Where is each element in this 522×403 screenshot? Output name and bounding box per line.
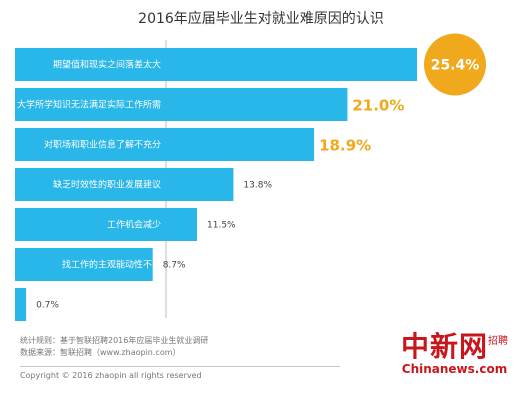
bar-6 xyxy=(15,288,27,321)
value-label-2: 18.9% xyxy=(319,137,371,155)
category-label-6: 其他 xyxy=(143,299,161,311)
category-label-3: 缺乏时效性的职业发展建议 xyxy=(53,179,161,191)
value-label-6: 0.7% xyxy=(36,301,59,311)
value-label-0: 25.4% xyxy=(431,58,480,74)
category-label-4: 工作机会减少 xyxy=(107,219,161,231)
data-source: 数据来源：智联招聘（www.zhaopin.com） xyxy=(20,348,181,357)
watermark-main: 中新网 xyxy=(400,330,488,363)
watermark-logo: 中新网招聘 Chinanews.com xyxy=(400,330,508,377)
chart-title: 2016年应届毕业生对就业难原因的认识 xyxy=(138,11,384,27)
value-label-3: 13.8% xyxy=(243,181,272,191)
bar-4 xyxy=(15,208,197,241)
watermark-domain: Chinanews.com xyxy=(401,362,508,376)
value-label-5: 8.7% xyxy=(163,261,186,271)
category-label-0: 期望值和现实之间落差太大 xyxy=(53,59,161,71)
bar-3 xyxy=(15,168,234,201)
value-badge-0 xyxy=(424,33,486,96)
source-note: 统计规则：基于智联招聘2016年应届毕业生就业调研 xyxy=(20,336,209,345)
category-label-2: 对职场和职业信息了解不充分 xyxy=(44,139,161,151)
copyright: Copyright © 2016 zhaopin all rights rese… xyxy=(20,371,202,380)
value-label-1: 21.0% xyxy=(352,97,404,115)
bar-1 xyxy=(15,88,348,121)
value-label-4: 11.5% xyxy=(207,221,236,231)
watermark-side: 招聘 xyxy=(488,336,508,347)
category-label-1: 大学所学知识无法满足实际工作所需 xyxy=(17,99,161,111)
footer-divider xyxy=(20,366,340,367)
bar-0 xyxy=(15,48,417,81)
bar-2 xyxy=(15,128,315,161)
bar-5 xyxy=(15,248,153,281)
category-label-5: 找工作的主观能动性不高 xyxy=(62,259,161,271)
